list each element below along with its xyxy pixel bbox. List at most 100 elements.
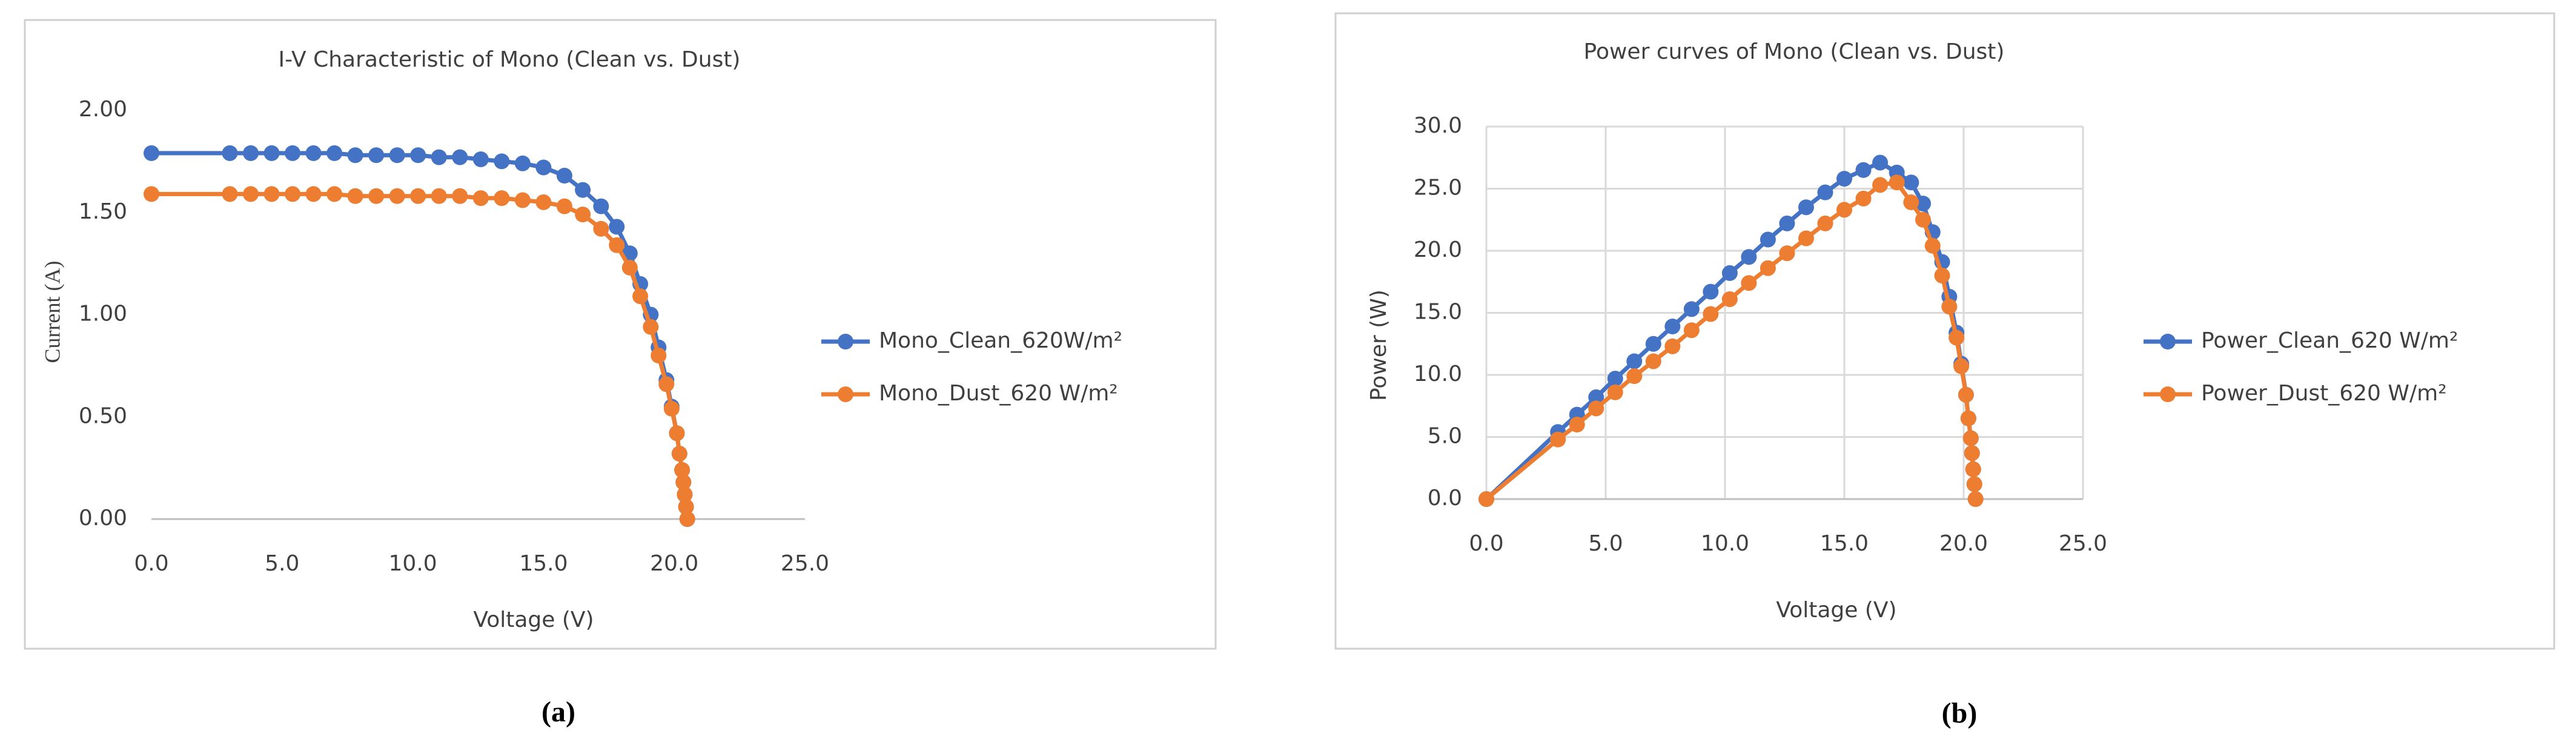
x-axis-label: Voltage (V) xyxy=(473,607,594,632)
legend-label: Mono_Dust_620 W/m² xyxy=(879,381,1118,406)
data-point xyxy=(1872,154,1889,171)
data-point xyxy=(1645,336,1661,352)
data-point xyxy=(514,192,531,208)
data-point xyxy=(1962,430,1979,446)
data-point xyxy=(1934,268,1950,283)
data-point xyxy=(632,288,649,305)
y-axis-label: Power (W) xyxy=(1366,290,1391,401)
data-point xyxy=(1903,194,1919,211)
legend-label: Power_Clean_620 W/m² xyxy=(2201,328,2458,353)
legend-marker xyxy=(838,386,853,402)
data-point xyxy=(389,188,405,204)
data-point xyxy=(326,145,343,161)
data-point xyxy=(1958,386,1974,403)
data-point xyxy=(609,237,625,253)
y-tick-label: 5.0 xyxy=(1428,424,1462,449)
x-tick-label: 20.0 xyxy=(1939,531,1988,556)
y-tick-label: 20.0 xyxy=(1414,237,1462,262)
data-point xyxy=(326,186,343,202)
data-point xyxy=(305,186,322,202)
data-point xyxy=(1964,445,1980,462)
data-point xyxy=(1721,291,1738,307)
data-point xyxy=(1915,196,1932,212)
data-point xyxy=(1588,400,1604,417)
data-point xyxy=(1550,431,1566,448)
caption: (b) xyxy=(1942,697,1978,729)
data-point xyxy=(452,149,468,165)
x-tick-label: 10.0 xyxy=(1701,531,1749,556)
data-point xyxy=(1855,190,1872,207)
data-point xyxy=(1949,329,1965,346)
data-point xyxy=(575,182,591,198)
legend-label: Mono_Clean_620W/m² xyxy=(879,328,1122,353)
chart-frame xyxy=(1334,12,2555,650)
x-tick-label: 15.0 xyxy=(1820,531,1869,556)
data-point xyxy=(671,446,687,462)
data-point xyxy=(1953,358,1970,374)
x-tick-label: 0.0 xyxy=(134,551,168,576)
data-point xyxy=(1915,211,1932,228)
data-point xyxy=(1664,338,1681,354)
legend-marker xyxy=(2160,334,2176,349)
data-point xyxy=(1965,461,1981,477)
data-point xyxy=(675,474,692,491)
legend-marker xyxy=(2160,386,2176,402)
data-point xyxy=(1798,199,1814,216)
data-point xyxy=(1645,353,1661,369)
data-point xyxy=(1626,353,1643,369)
data-point xyxy=(285,186,301,202)
data-point xyxy=(535,194,552,210)
data-point xyxy=(678,498,694,515)
y-tick-label: 25.0 xyxy=(1414,176,1462,200)
data-point xyxy=(1855,162,1872,178)
y-tick-label: 2.00 xyxy=(79,97,127,122)
data-point xyxy=(575,207,591,223)
data-point xyxy=(651,348,667,363)
y-tick-label: 10.0 xyxy=(1414,362,1462,386)
y-tick-label: 0.50 xyxy=(79,403,127,428)
data-point xyxy=(452,188,468,204)
data-point xyxy=(494,153,510,170)
data-point xyxy=(347,147,363,164)
data-point xyxy=(658,376,675,392)
data-point xyxy=(410,188,426,204)
data-point xyxy=(144,145,159,161)
data-point xyxy=(1664,319,1681,335)
legend-marker xyxy=(838,334,853,349)
data-point xyxy=(1741,275,1757,291)
x-tick-label: 25.0 xyxy=(2059,531,2107,556)
caption: (a) xyxy=(541,696,575,728)
data-point xyxy=(472,190,489,207)
legend-label: Power_Dust_620 W/m² xyxy=(2201,381,2447,406)
data-point xyxy=(609,219,625,235)
data-point xyxy=(679,511,695,527)
data-point xyxy=(674,462,690,478)
y-tick-label: 1.50 xyxy=(79,199,127,224)
data-point xyxy=(1960,410,1976,426)
data-point xyxy=(1607,384,1623,400)
data-point xyxy=(1817,184,1833,200)
chart-title: Power curves of Mono (Clean vs. Dust) xyxy=(1584,39,2005,64)
x-tick-label: 15.0 xyxy=(519,551,568,576)
data-point xyxy=(1478,491,1494,507)
x-tick-label: 10.0 xyxy=(389,551,437,576)
data-point xyxy=(621,259,638,276)
x-tick-label: 0.0 xyxy=(1469,531,1503,556)
x-tick-label: 5.0 xyxy=(1588,531,1623,556)
data-point xyxy=(1607,371,1623,387)
data-point xyxy=(1798,230,1814,247)
y-axis-label: Current (A) xyxy=(40,261,64,363)
data-point xyxy=(1626,368,1643,385)
data-point xyxy=(1779,245,1795,262)
data-point xyxy=(1569,417,1585,432)
data-point xyxy=(263,186,280,202)
x-axis-label: Voltage (V) xyxy=(1776,598,1896,623)
data-point xyxy=(593,220,609,237)
data-point xyxy=(1924,237,1941,254)
y-tick-label: 30.0 xyxy=(1414,113,1462,138)
y-tick-label: 1.00 xyxy=(79,302,127,326)
data-point xyxy=(389,147,405,164)
data-point xyxy=(368,188,385,204)
x-tick-label: 25.0 xyxy=(781,551,829,576)
data-point xyxy=(263,145,280,161)
